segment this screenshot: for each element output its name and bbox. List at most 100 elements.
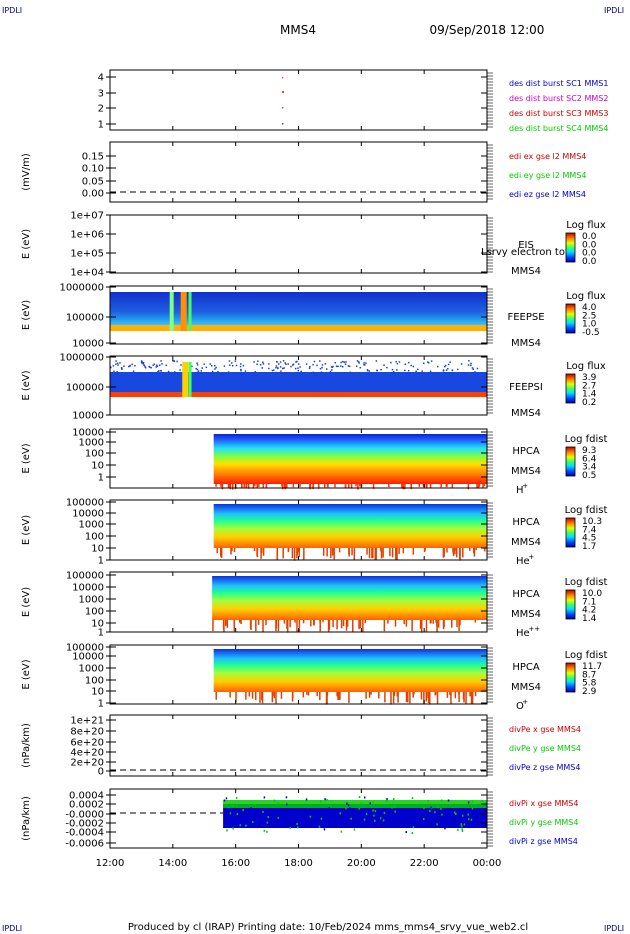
feepsi-speckle	[380, 368, 382, 371]
feepsi-speckle	[342, 360, 344, 363]
hpca-speckle	[428, 692, 431, 705]
legend-entry: des dist burst SC3 MMS3	[509, 109, 608, 118]
feepsi-speckle	[160, 370, 163, 372]
hpca-speckle	[319, 692, 321, 701]
species-label: H	[516, 485, 524, 496]
divpi-noise	[436, 823, 438, 826]
hpca-speckle	[392, 692, 395, 704]
hpca-speckle	[402, 484, 405, 490]
colorbar-tick-label: 2.7	[582, 381, 596, 391]
panel-p2: 0.150.10 0.050.00 (mV/m) edi ex gse l2 MMS4…	[21, 141, 587, 203]
hpca-speckle	[230, 548, 232, 555]
y-tick-label: 1	[98, 628, 104, 639]
hpca-speckle	[291, 548, 294, 559]
divpi-noise	[358, 807, 360, 810]
feepsi-speckle	[242, 364, 245, 367]
feepsi-speckle	[470, 364, 472, 367]
feepsi-speckle	[232, 365, 234, 367]
divpi-noise	[346, 802, 348, 805]
panel-content-p9	[213, 649, 488, 705]
hpca-speckle	[310, 620, 312, 627]
colorbar	[565, 373, 576, 404]
feepsi-speckle	[276, 361, 278, 363]
divpi-noise	[235, 797, 238, 800]
hpca-speckle	[252, 484, 255, 489]
y-tick-label: 8e+20	[70, 727, 104, 738]
hpca-speckle	[424, 548, 426, 551]
colorbar-tick-label: 0.2	[582, 398, 596, 408]
divpi-noise	[374, 810, 377, 813]
divpi-noise	[232, 805, 235, 808]
divpi-noise	[434, 811, 436, 814]
feepsi-speckle	[467, 364, 470, 366]
hpca-speckle	[327, 484, 329, 488]
feepsi-speckle	[271, 369, 274, 372]
divpi-noise	[461, 814, 464, 817]
feepsi-low-energy-band	[110, 392, 487, 397]
feepsi-speckle	[375, 360, 378, 362]
hpca-speckle	[462, 692, 465, 700]
legend-entry: des dist burst SC1 MMS1	[509, 79, 608, 88]
feepsi-speckle	[408, 361, 410, 364]
y-tick-label: 0.15	[82, 152, 104, 163]
y-tick-label: 100000	[66, 383, 104, 394]
y-tick-label: 0	[98, 767, 104, 778]
divpi-noise	[461, 830, 464, 833]
feepsi-speckle	[341, 366, 344, 368]
feepsi-speckle	[430, 360, 433, 362]
hpca-speckle	[262, 484, 265, 489]
divpi-noise	[353, 828, 356, 831]
hpca-speckle	[402, 548, 405, 554]
feepsi-speckle	[300, 370, 302, 373]
divpi-noise	[467, 801, 470, 804]
divpi-noise	[373, 814, 375, 817]
panel-frame	[109, 214, 488, 274]
feepsi-speckle	[268, 363, 270, 365]
divpi-noise	[336, 816, 339, 819]
feepse-low-energy-band	[110, 325, 487, 331]
feepsi-speckle	[196, 371, 199, 374]
hpca-speckle	[245, 692, 247, 700]
hpca-speckle	[303, 548, 305, 561]
divpi-noise	[467, 813, 469, 816]
feepsi-speckle	[150, 366, 152, 369]
feepsi-speckle	[279, 366, 282, 368]
divpi-noise	[262, 810, 264, 813]
divpi-noise	[296, 826, 299, 829]
feepsi-speckle	[292, 364, 294, 366]
y-tick-label: 1000	[79, 664, 104, 675]
feepsi-speckle	[167, 370, 170, 373]
hpca-speckle	[313, 620, 315, 626]
colorbar-tick-label: 1.7	[582, 542, 596, 552]
colorbar	[565, 232, 576, 263]
hpca-speckle	[280, 692, 283, 699]
hpca-speckle	[340, 620, 343, 629]
hpca-speckle	[420, 620, 423, 628]
hpca-speckle	[359, 484, 361, 487]
hpca-speckle	[423, 692, 425, 704]
y-tick-label: 0.05	[82, 177, 104, 188]
feepsi-speckle	[228, 360, 231, 362]
colorbar-tick-label: 4.0	[582, 303, 597, 313]
spacecraft-label: MMS4	[511, 537, 541, 548]
feepsi-speckle	[422, 362, 425, 364]
feepsi-speckle	[282, 373, 285, 376]
feepsi-speckle	[275, 371, 277, 374]
feepse-spectrogram	[110, 292, 487, 325]
hpca-speckle	[405, 692, 408, 703]
legend-entry: des dist burst SC2 MMS2	[509, 94, 608, 103]
instrument-label: HPCA	[512, 662, 540, 673]
feepsi-speckle	[179, 369, 181, 371]
feepsi-speckle	[115, 363, 117, 365]
hpca-speckle	[436, 620, 438, 632]
feepsi-speckle	[305, 363, 308, 365]
hpca-speckle	[425, 620, 428, 633]
hpca-speckle	[233, 548, 236, 552]
feepsi-speckle	[345, 361, 347, 363]
feepsi-speckle	[152, 364, 154, 367]
hpca-speckle	[337, 692, 339, 700]
hpca-speckle	[247, 484, 250, 488]
feepsi-speckle	[227, 372, 229, 375]
